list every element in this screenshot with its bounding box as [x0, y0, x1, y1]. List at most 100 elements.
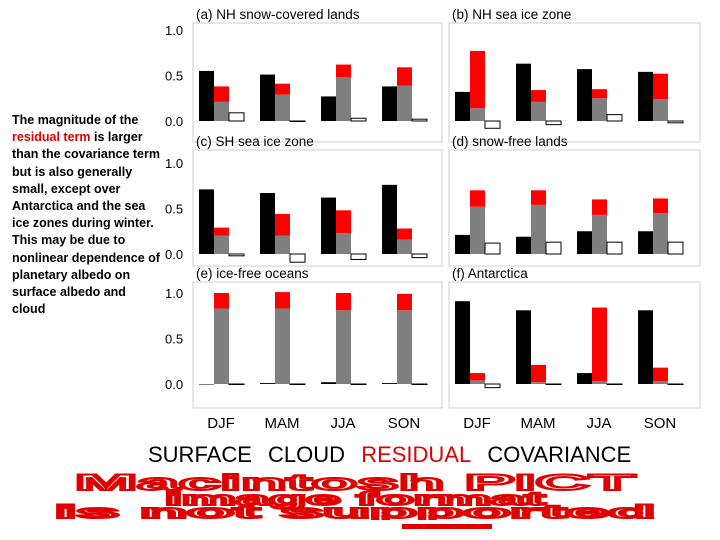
residual-bar: [592, 199, 607, 215]
side-note-highlight: residual term: [12, 130, 91, 145]
covariance-bar: [545, 383, 562, 385]
residual-bar: [336, 293, 351, 311]
panel-title: (b) NH sea ice zone: [452, 7, 571, 22]
cloud-bar: [260, 74, 275, 121]
y-tick-label: 1.0: [165, 23, 183, 38]
y-tick-label: 0.5: [165, 332, 183, 347]
covariance-bar: [411, 383, 428, 385]
covariance-bar: [484, 383, 501, 389]
panel-2: (b) NH sea ice zone: [448, 7, 701, 143]
surface-bar: [653, 99, 668, 121]
residual-bar: [653, 367, 668, 382]
side-note-text-after: is larger than the covariance term but i…: [12, 130, 160, 317]
residual-bar: [275, 83, 290, 95]
pict-placeholder-image: Macintosh PICT image format is not suppo…: [54, 469, 656, 523]
cloud-bar: [199, 189, 214, 254]
surface-bar: [336, 77, 351, 121]
residual-bar: [214, 86, 229, 102]
covariance-bar: [667, 120, 684, 124]
panel-title: (e) ice-free oceans: [196, 266, 309, 281]
panel-6: (f) Antarctica DJF MAM JJA SON: [448, 266, 701, 432]
surface-bar: [275, 235, 290, 254]
residual-bar: [397, 228, 412, 240]
x-tick-label: MAM: [521, 415, 556, 432]
cloud-bar: [577, 231, 592, 254]
residual-bar: [592, 89, 607, 99]
residual-bar: [653, 73, 668, 100]
residual-bar: [470, 373, 485, 381]
residual-bar: [592, 307, 607, 382]
surface-bar: [397, 310, 412, 384]
surface-bar: [214, 235, 229, 254]
surface-bar: [592, 98, 607, 121]
legend-surface: SURFACE: [148, 442, 252, 467]
cloud-bar: [455, 301, 470, 384]
legend-cloud: CLOUD: [268, 442, 346, 467]
cloud-bar: [638, 310, 653, 384]
side-note-text-before: The magnitude of the: [12, 113, 139, 127]
residual-bar: [397, 67, 412, 86]
y-tick-label: 0.5: [165, 69, 183, 84]
residual-bar: [275, 213, 290, 236]
surface-bar: [470, 108, 485, 121]
cloud-bar: [455, 91, 470, 121]
surface-bar: [214, 101, 229, 121]
cloud-bar: [516, 310, 531, 384]
cloud-bar: [321, 96, 336, 121]
residual-bar: [336, 210, 351, 234]
panel-1: (a) NH snow-covered lands 0.0 0.5 1.0: [165, 7, 443, 143]
cloud-bar: [199, 384, 214, 385]
surface-bar: [397, 239, 412, 254]
x-tick-label: DJF: [463, 415, 491, 432]
residual-bar: [470, 190, 485, 207]
surface-bar: [470, 380, 485, 384]
y-tick-label: 1.0: [165, 156, 183, 171]
covariance-bar: [606, 383, 623, 385]
covariance-bar: [228, 112, 245, 122]
residual-bar: [653, 198, 668, 214]
residual-bar: [214, 293, 229, 309]
residual-bar: [531, 90, 546, 102]
covariance-bar: [667, 383, 684, 385]
cloud-bar: [455, 234, 470, 254]
cloud-bar: [382, 86, 397, 121]
panel-4: (d) snow-free lands: [448, 134, 701, 267]
panel-title: (d) snow-free lands: [452, 134, 568, 149]
covariance-bar: [411, 253, 428, 259]
covariance-bar: [289, 120, 306, 122]
y-tick-label: 0.0: [165, 114, 183, 129]
panel-title: (f) Antarctica: [452, 266, 528, 281]
cloud-bar: [577, 373, 592, 384]
pict-placeholder-line-1: Macintosh PICT: [75, 470, 637, 495]
residual-bar: [214, 227, 229, 236]
y-tick-label: 0.0: [165, 247, 183, 262]
cloud-bar: [638, 231, 653, 254]
covariance-bar: [289, 253, 306, 263]
covariance-bar: [484, 242, 501, 255]
surface-bar: [275, 308, 290, 384]
covariance-bar: [484, 120, 501, 129]
side-note: The magnitude of the residual term is la…: [12, 112, 162, 318]
cloud-bar: [382, 383, 397, 384]
covariance-bar: [350, 117, 367, 122]
covariance-bar: [545, 241, 562, 255]
covariance-bar: [606, 241, 623, 255]
panel-3: (c) SH sea ice zone 0.0 0.5 1.0: [165, 134, 443, 267]
covariance-bar: [228, 383, 245, 385]
surface-bar: [470, 206, 485, 254]
covariance-bar: [289, 383, 306, 385]
pict-placeholder-line-3: is not supported: [55, 502, 655, 520]
surface-bar: [336, 310, 351, 384]
surface-bar: [653, 381, 668, 384]
x-tick-label: DJF: [207, 415, 235, 432]
surface-bar: [531, 101, 546, 121]
covariance-bar: [606, 114, 623, 122]
surface-bar: [653, 213, 668, 254]
y-tick-label: 0.5: [165, 202, 183, 217]
residual-bar: [531, 190, 546, 205]
panel-title: (a) NH snow-covered lands: [196, 7, 360, 22]
y-tick-label: 1.0: [165, 286, 183, 301]
covariance-bar: [228, 253, 245, 257]
residual-bar: [397, 293, 412, 311]
cloud-bar: [638, 71, 653, 121]
